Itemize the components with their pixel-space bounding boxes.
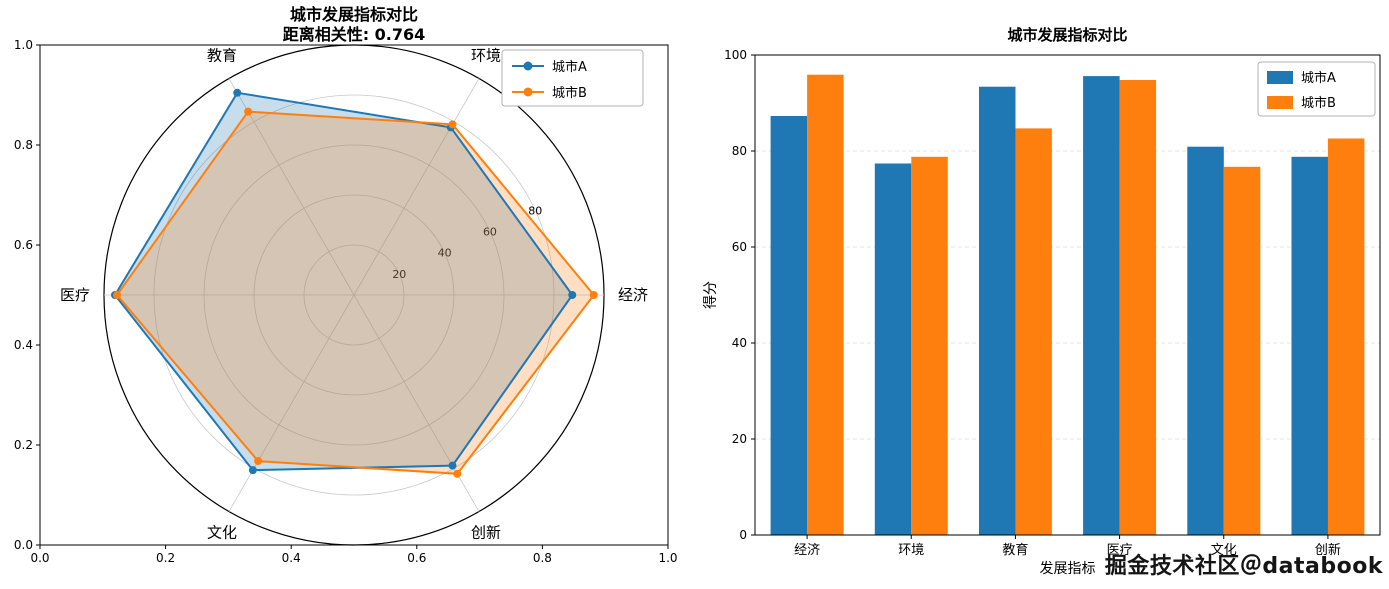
- legend-marker-icon: [523, 87, 533, 97]
- bar: [1015, 128, 1052, 535]
- radar-series-fill: [115, 92, 573, 471]
- radar-outer-ytick: 0.4: [14, 338, 33, 352]
- bar-ytick-label: 40: [732, 336, 747, 350]
- radar-outer-xtick: 0.8: [533, 551, 552, 565]
- bar: [1327, 138, 1365, 535]
- bar-title: 城市发展指标对比: [1007, 26, 1127, 44]
- radar-outer-ytick: 0.0: [14, 538, 33, 552]
- radar-outer-xtick: 0.4: [282, 551, 301, 565]
- radar-marker: [113, 291, 121, 299]
- radar-axis-label: 医疗: [60, 286, 90, 304]
- bar-category-label: 医疗: [1107, 543, 1133, 558]
- bar: [770, 116, 808, 535]
- radar-axis-label: 教育: [207, 46, 237, 64]
- radar-chart: 0.00.0 0.2 0.2 0.4 0.4 0.6 0.6 0.8 0.8 1.0 1.0 20 40…: [14, 5, 678, 565]
- radar-outer-xtick: 1.0: [658, 551, 677, 565]
- bar-ytick-label: 60: [732, 240, 747, 254]
- radar-marker: [568, 291, 577, 299]
- bar-ytick-label: 20: [732, 432, 747, 446]
- legend-swatch-icon: [1267, 71, 1293, 84]
- bar-category-label: 经济: [794, 543, 820, 558]
- bar-ytick-label: 0: [739, 528, 747, 542]
- radar-marker: [448, 461, 457, 470]
- radar-rtick-label: 20: [392, 268, 406, 281]
- bar-legend: 城市A 城市B: [1257, 61, 1376, 117]
- radar-series-fill: [117, 111, 594, 474]
- bar: [1291, 156, 1328, 536]
- radar-outer-xtick: 0.2: [156, 551, 175, 565]
- bar-category-label: 文化: [1211, 543, 1237, 558]
- radar-legend: 城市A 城市B: [501, 49, 644, 107]
- radar-marker: [244, 107, 253, 116]
- bar-ytick-label: 100: [724, 48, 747, 62]
- bar-plot: 0 20 40 60 80 100 经济 环境 教育 医疗 文化 创新: [724, 48, 1381, 558]
- radar-rtick-label: 60: [483, 226, 497, 239]
- legend-label: 城市B: [1301, 95, 1336, 111]
- radar-axis-label: 经济: [618, 286, 648, 304]
- radar-marker: [254, 457, 263, 466]
- watermark: 掘金技术社区＠databook: [1104, 554, 1383, 579]
- radar-axis-label: 文化: [207, 524, 237, 542]
- bar: [979, 86, 1016, 535]
- bar-category-label: 创新: [1315, 542, 1341, 558]
- radar-marker: [453, 469, 462, 478]
- bar-ylabel: 得分: [702, 281, 719, 309]
- radar-rtick-label: 40: [438, 247, 452, 260]
- bar-ytick-label: 80: [732, 144, 747, 158]
- radar-panel: 0.0 0.0 0.2 0.2 0.4 0.4 0.6 0.6 0.8 0.8 1.0 1.0 20 40…: [14, 5, 678, 565]
- radar-outer-ytick: 0.6: [14, 238, 33, 252]
- radar-marker: [589, 291, 598, 299]
- bar: [1223, 166, 1261, 536]
- legend-swatch-icon: [1267, 96, 1293, 109]
- bar: [874, 163, 912, 535]
- radar-subtitle: 距离相关性: 0.764: [283, 25, 426, 44]
- legend-marker-icon: [523, 61, 533, 71]
- bar-xlabel: 发展指标: [1040, 561, 1096, 577]
- bar-category-label: 环境: [898, 543, 924, 558]
- radar-outer-ytick: 1.0: [14, 38, 33, 52]
- bar: [911, 156, 948, 536]
- radar-axis-label: 创新: [471, 524, 501, 542]
- radar-outer-ytick: 0.2: [14, 438, 33, 452]
- radar-plot: 0.00.0 0.2 0.2 0.4 0.4 0.6 0.6 0.8 0.8 1.0 1.0 20 40…: [14, 38, 678, 565]
- bar: [1083, 76, 1120, 535]
- radar-marker: [233, 88, 242, 97]
- radar-outer-xtick: 0.6: [407, 551, 426, 565]
- radar-outer-ytick: 0.8: [14, 138, 33, 152]
- legend-label: 城市B: [552, 85, 587, 101]
- bar-category-label: 教育: [1002, 542, 1028, 558]
- bar: [1119, 80, 1157, 535]
- bar: [1187, 146, 1224, 535]
- radar-title: 城市发展指标对比: [290, 5, 418, 24]
- radar-marker: [248, 466, 257, 475]
- bar: [807, 74, 844, 535]
- radar-outer-xtick: 0.0: [30, 551, 49, 565]
- radar-axis-label: 环境: [471, 46, 501, 64]
- bar-panel: 0 20 40 60 80 100 经济 环境 教育 医疗 文化 创新 得分发展指标 城市A 城市B 城市发展…: [695, 0, 1389, 589]
- radar-marker: [448, 120, 457, 129]
- legend-label: 城市A: [1301, 70, 1336, 86]
- radar-rtick-label: 80: [528, 204, 542, 217]
- legend-label: 城市A: [552, 59, 587, 75]
